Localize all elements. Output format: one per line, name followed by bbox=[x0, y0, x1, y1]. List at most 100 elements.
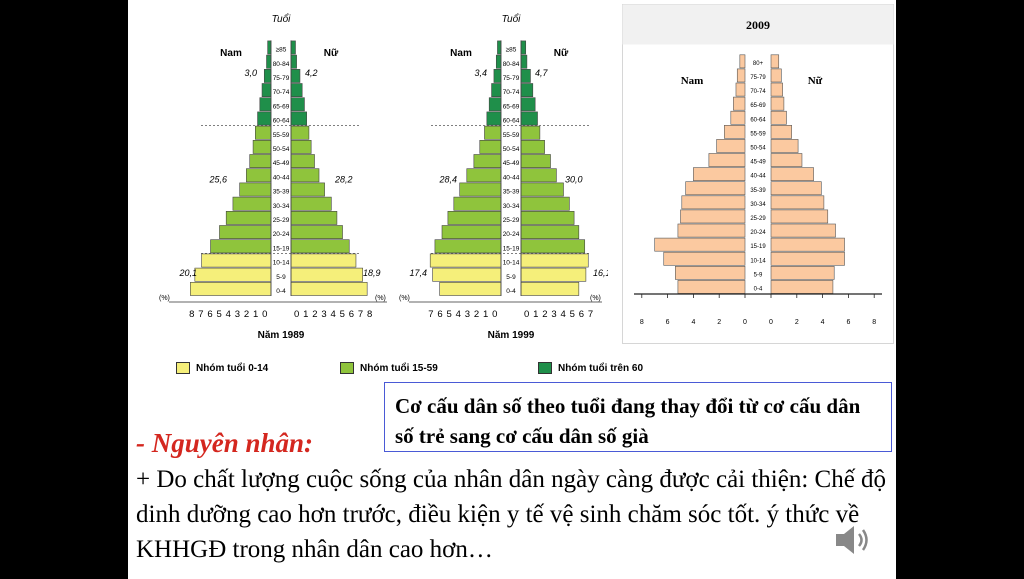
bar-female-80-84 bbox=[290, 54, 297, 69]
bar-male-10-14 bbox=[201, 253, 272, 268]
bar-male-80-84 bbox=[266, 54, 272, 69]
annot-old-male: 3,4 bbox=[474, 68, 487, 78]
age-tick-50-54: 50-54 bbox=[503, 146, 520, 153]
bar-2009-male-40-44 bbox=[693, 167, 746, 182]
bar-female-45-49 bbox=[520, 154, 551, 168]
bar-male-50-54 bbox=[252, 140, 272, 154]
age-tick-2009-80+: 80+ bbox=[753, 61, 764, 67]
bar-male-0-4 bbox=[190, 281, 272, 296]
x-tick-label-2009-2: 4 bbox=[691, 319, 695, 326]
annot-old-male: 3,0 bbox=[244, 68, 257, 78]
x-tick-label-2009-3: 2 bbox=[717, 319, 721, 326]
legend-item-working: Nhóm tuổi 15-59 bbox=[340, 362, 438, 374]
age-tick-2009-60-64: 60-64 bbox=[750, 117, 766, 123]
chart-title-2009: 2009 bbox=[746, 18, 770, 32]
bar-2009-male-65-69 bbox=[733, 96, 746, 111]
bar-female-75-79 bbox=[290, 69, 301, 83]
bar-male-30-34 bbox=[453, 196, 502, 211]
age-tick-60-64: 60-64 bbox=[273, 118, 290, 125]
bar-male-≥85 bbox=[497, 40, 502, 55]
bar-2009-female-45-49 bbox=[770, 153, 803, 167]
age-tick-50-54: 50-54 bbox=[273, 146, 290, 153]
bar-female-25-29 bbox=[290, 211, 338, 225]
male-label-2009: Nam bbox=[681, 75, 704, 87]
bar-male-55-59 bbox=[255, 125, 272, 140]
age-tick-2009-70-74: 70-74 bbox=[750, 89, 766, 95]
bar-2009-male-20-24 bbox=[677, 223, 746, 238]
female-label-2009: Nữ bbox=[808, 75, 823, 87]
bar-2009-male-55-59 bbox=[724, 125, 746, 139]
pyramid-legend: Nhóm tuổi 0-14 Nhóm tuổi 15-59 Nhóm tuổi… bbox=[176, 362, 696, 382]
age-tick-45-49: 45-49 bbox=[503, 160, 520, 167]
legend-swatch-working bbox=[340, 362, 354, 374]
bar-male-70-74 bbox=[261, 83, 272, 97]
age-tick-65-69: 65-69 bbox=[273, 103, 290, 110]
x-tick-label-2009-4: 0 bbox=[743, 319, 747, 326]
bar-2009-female-10-14 bbox=[770, 251, 845, 266]
age-tick-35-39: 35-39 bbox=[273, 189, 290, 196]
bar-male-55-59 bbox=[484, 125, 502, 140]
pyramid-1999: Tuổi Nam Nữ 0-4 5-9 10-14 15-19 20-24 25-29 30-34… bbox=[399, 13, 608, 341]
x-ticks-left: 7 6 5 4 3 2 1 0 bbox=[428, 309, 498, 320]
age-tick-40-44: 40-44 bbox=[273, 174, 290, 181]
age-axis-label: Tuổi bbox=[272, 13, 291, 25]
bar-male-5-9 bbox=[432, 267, 502, 282]
age-tick-≥85: ≥85 bbox=[506, 47, 517, 54]
bar-male-60-64 bbox=[486, 111, 502, 126]
age-tick-2009-0-4: 0-4 bbox=[754, 287, 763, 293]
age-tick-60-64: 60-64 bbox=[503, 118, 520, 125]
age-tick-2009-40-44: 40-44 bbox=[750, 174, 766, 180]
age-tick-55-59: 55-59 bbox=[503, 132, 520, 139]
bar-2009-male-50-54 bbox=[716, 139, 746, 153]
bar-2009-female-55-59 bbox=[770, 125, 792, 139]
bar-2009-female-20-24 bbox=[770, 223, 836, 238]
age-tick-5-9: 5-9 bbox=[506, 274, 516, 281]
bar-female-55-59 bbox=[290, 125, 310, 140]
age-tick-0-4: 0-4 bbox=[276, 288, 286, 295]
percent-unit-left: (%) bbox=[159, 295, 170, 302]
bar-2009-male-15-19 bbox=[654, 237, 746, 252]
bar-2009-female-5-9 bbox=[770, 265, 835, 280]
age-tick-65-69: 65-69 bbox=[503, 103, 520, 110]
age-axis-label: Tuổi bbox=[502, 13, 521, 25]
bar-male-40-44 bbox=[466, 168, 502, 183]
age-tick-2009-30-34: 30-34 bbox=[750, 202, 766, 208]
age-tick-80-84: 80-84 bbox=[503, 61, 520, 68]
panel-header-2009 bbox=[622, 4, 894, 45]
age-tick-70-74: 70-74 bbox=[273, 89, 290, 96]
age-tick-2009-10-14: 10-14 bbox=[750, 258, 766, 264]
bar-2009-female-30-34 bbox=[770, 195, 825, 210]
cause-title: - Nguyên nhân: bbox=[136, 428, 314, 458]
age-tick-2009-25-29: 25-29 bbox=[750, 216, 766, 222]
age-tick-0-4: 0-4 bbox=[506, 288, 516, 295]
bar-2009-female-40-44 bbox=[770, 167, 814, 182]
bar-male-70-74 bbox=[491, 83, 502, 97]
bar-male-65-69 bbox=[259, 97, 272, 112]
age-tick-2009-20-24: 20-24 bbox=[750, 230, 766, 236]
age-tick-75-79: 75-79 bbox=[273, 75, 290, 82]
bar-male-30-34 bbox=[232, 196, 272, 211]
annot-young-male: 17,4 bbox=[409, 268, 427, 278]
bar-2009-male-60-64 bbox=[730, 110, 746, 125]
percent-unit-right: (%) bbox=[375, 295, 386, 302]
bar-male-50-54 bbox=[479, 140, 502, 154]
bar-female-20-24 bbox=[290, 225, 343, 239]
annot-working-female: 28,2 bbox=[334, 174, 353, 184]
bar-female-45-49 bbox=[290, 154, 315, 168]
bar-male-45-49 bbox=[249, 154, 272, 168]
bar-male-25-29 bbox=[225, 211, 272, 225]
bar-male-≥85 bbox=[267, 40, 272, 55]
x-tick-label-2009-8: 6 bbox=[846, 319, 850, 326]
bar-male-35-39 bbox=[459, 182, 502, 197]
age-tick-25-29: 25-29 bbox=[503, 217, 520, 224]
bar-2009-male-70-74 bbox=[735, 82, 746, 97]
age-tick-10-14: 10-14 bbox=[503, 260, 520, 267]
bar-female-15-19 bbox=[290, 239, 350, 254]
bar-2009-male-25-29 bbox=[680, 209, 746, 224]
bar-female-20-24 bbox=[520, 225, 580, 239]
age-tick-5-9: 5-9 bbox=[276, 274, 286, 281]
bar-male-75-79 bbox=[263, 69, 272, 83]
x-ticks-right: 0 1 2 3 4 5 6 7 bbox=[524, 309, 594, 320]
speaker-icon[interactable] bbox=[832, 522, 872, 558]
age-tick-10-14: 10-14 bbox=[273, 260, 290, 267]
